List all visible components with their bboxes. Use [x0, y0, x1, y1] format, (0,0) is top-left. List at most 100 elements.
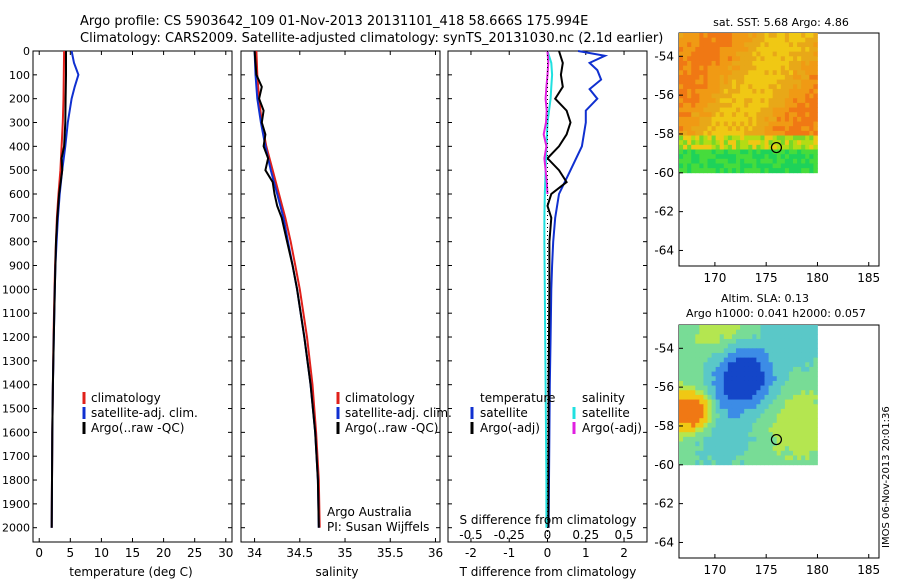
- y-tick-label: -60: [654, 166, 674, 180]
- x-tick-label: 175: [755, 271, 778, 285]
- header-line2: Climatology: CARS2009. Satellite-adjuste…: [80, 31, 663, 46]
- x-tick-label: 34.5: [286, 546, 313, 560]
- sla-map-title: Altim. SLA: 0.13: [721, 292, 809, 305]
- x-tick-label: 36: [428, 546, 443, 560]
- y-tick-label: 1900: [2, 498, 30, 511]
- x-tick-label: 2: [620, 546, 628, 560]
- series-line-argo-raw-qc-: [50, 51, 67, 528]
- x-tick-label: 20: [156, 546, 171, 560]
- y-tick-label: -62: [654, 497, 674, 511]
- series-line-climatology: [50, 50, 66, 528]
- sst-map-title: sat. SST: 5.68 Argo: 4.86: [713, 16, 849, 29]
- x-tick-label: 185: [857, 563, 880, 577]
- legend-t-satellite-label: satellite: [480, 406, 528, 420]
- legend-s-satellite-label: satellite: [582, 406, 630, 420]
- legend-temperature-header: temperature: [480, 391, 555, 405]
- y-tick-label: 900: [9, 260, 30, 273]
- series-line-satellite-adj-clim-: [253, 50, 320, 528]
- argo-position-marker: [770, 433, 783, 446]
- salinity-panel: [240, 50, 441, 543]
- annotation-pi: PI: Susan Wijffels: [327, 520, 429, 534]
- x-tick-label: 0: [35, 546, 43, 560]
- temperature-legend: climatology satellite-adj. clim. Argo(..…: [82, 391, 198, 435]
- x-tick-label: -2: [465, 546, 477, 560]
- x-top-tick-label: 0.25: [572, 528, 599, 542]
- legend-climatology-label: climatology: [345, 391, 415, 405]
- y-tick-label: 500: [9, 164, 30, 177]
- legend-climatology-label: climatology: [91, 391, 161, 405]
- y-tick-label: 1000: [2, 283, 30, 296]
- y-tick-label: 200: [9, 93, 30, 106]
- y-tick-label: 1200: [2, 331, 30, 344]
- y-tick-label: 0: [23, 45, 30, 58]
- legend-satellite-label: satellite-adj. clim.: [345, 406, 452, 420]
- x-tick-label: 10: [94, 546, 109, 560]
- y-tick-label: 1400: [2, 379, 30, 392]
- y-tick-label: -58: [654, 127, 674, 141]
- x-tick-label: 5: [66, 546, 74, 560]
- difference-xlabel: T difference from climatology: [459, 565, 637, 579]
- x-tick-label: 30: [218, 546, 233, 560]
- y-tick-label: -64: [654, 243, 674, 257]
- side-timestamp: IMOS 06-Nov-2013 20:01:36: [881, 406, 892, 548]
- argo-position-marker: [770, 141, 783, 154]
- legend-t-argo-label: Argo(-adj): [480, 421, 540, 435]
- temperature-xlabel: temperature (deg C): [69, 565, 192, 579]
- x-top-tick-label: 0.5: [614, 528, 633, 542]
- y-tick-label: 800: [9, 236, 30, 249]
- series-line-salinity-argo-adj-: [542, 50, 550, 195]
- y-tick-label: 1700: [2, 450, 30, 463]
- y-tick-label: -64: [654, 535, 674, 549]
- y-tick-label: -56: [654, 88, 674, 102]
- legend-satellite-label: satellite-adj. clim.: [91, 406, 198, 420]
- y-tick-label: -58: [654, 419, 674, 433]
- y-tick-label: -54: [654, 341, 674, 355]
- difference-legend: temperature satellite Argo(-adj) salinit…: [470, 391, 642, 435]
- annotation-argo-australia: Argo Australia: [327, 505, 412, 519]
- x-tick-label: -1: [503, 546, 515, 560]
- series-line-climatology: [255, 50, 321, 528]
- y-tick-label: 2000: [2, 522, 30, 535]
- x-tick-label: 0: [544, 546, 552, 560]
- x-tick-label: 35: [337, 546, 352, 560]
- x-top-tick-label: -0.5: [459, 528, 482, 542]
- sla-map: 170 175 180 185 -54 -56 -58 -60 -62 -64: [654, 325, 880, 577]
- series-line-temperature-satellite: [547, 50, 609, 528]
- salinity-legend: climatology satellite-adj. clim. Argo(..…: [336, 391, 452, 435]
- header-line1: Argo profile: CS 5903642_109 01-Nov-2013…: [80, 14, 588, 29]
- legend-argo-label: Argo(..raw -QC): [345, 421, 438, 435]
- y-tick-label: 600: [9, 188, 30, 201]
- x-tick-label: 34: [247, 546, 262, 560]
- series-line-temperature-argo-adj-: [546, 50, 572, 528]
- series-line-salinity-satellite: [543, 50, 554, 528]
- salinity-xlabel: salinity: [315, 565, 358, 579]
- legend-s-argo-label: Argo(-adj): [582, 421, 642, 435]
- x-tick-label: 170: [703, 271, 726, 285]
- y-tick-label: 1100: [2, 307, 30, 320]
- x-tick-label: 1: [582, 546, 590, 560]
- series-line-argo-raw-qc-: [253, 50, 320, 528]
- y-tick-label: -54: [654, 49, 674, 63]
- difference-top-label: S difference from climatology: [460, 513, 637, 527]
- x-tick-label: 25: [187, 546, 202, 560]
- y-tick-label: 1600: [2, 426, 30, 439]
- sst-map: 170 175 180 185 -54 -56 -58 -60 -62 -64: [654, 33, 880, 285]
- x-top-tick-label: -0.25: [494, 528, 525, 542]
- sla-map-subtitle: Argo h1000: 0.041 h2000: 0.057: [686, 307, 866, 320]
- y-tick-label: 300: [9, 117, 30, 130]
- y-tick-label: 700: [9, 212, 30, 225]
- sst-map-cells: [679, 33, 818, 174]
- x-tick-label: 185: [857, 271, 880, 285]
- y-tick-label: 1800: [2, 474, 30, 487]
- temperature-chart: 0100200300400500600700800900100011001200…: [2, 45, 233, 560]
- legend-salinity-header: salinity: [582, 391, 625, 405]
- y-tick-label: 400: [9, 140, 30, 153]
- y-tick-label: -56: [654, 380, 674, 394]
- x-tick-label: 175: [755, 563, 778, 577]
- legend-argo-label: Argo(..raw -QC): [91, 421, 184, 435]
- y-tick-label: -60: [654, 458, 674, 472]
- x-tick-label: 180: [806, 271, 829, 285]
- sla-map-cells: [679, 325, 818, 466]
